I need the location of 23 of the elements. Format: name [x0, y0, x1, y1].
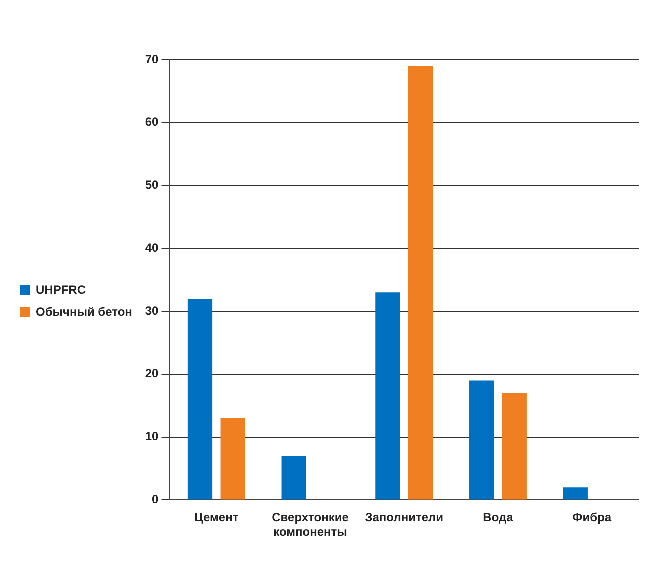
bar — [469, 380, 494, 500]
bar — [563, 488, 588, 500]
x-tick-label: Фибра — [572, 510, 612, 525]
bar — [408, 66, 434, 500]
legend-label: UHPFRC — [36, 282, 86, 297]
bar — [188, 298, 213, 500]
y-tick-label: 50 — [145, 178, 160, 192]
x-tick-label: Цемент — [194, 510, 239, 525]
bar — [220, 418, 246, 500]
y-tick-label: 60 — [145, 115, 160, 130]
bar — [376, 292, 400, 500]
y-tick-label: 20 — [145, 366, 160, 381]
y-tick-label: 30 — [145, 304, 160, 318]
y-tick-label: 40 — [145, 240, 160, 255]
bar — [502, 393, 527, 500]
x-tick-label: Сверхтонкие компоненты — [272, 510, 350, 540]
y-tick-label: 70 — [145, 52, 160, 66]
x-tick-label: Заполнители — [365, 510, 444, 525]
x-tick-label: Вода — [483, 510, 514, 525]
y-tick-label: 0 — [152, 492, 160, 507]
legend-label: Обычный бетон — [36, 304, 132, 319]
y-tick-label: 10 — [145, 430, 160, 444]
bar — [282, 456, 306, 500]
